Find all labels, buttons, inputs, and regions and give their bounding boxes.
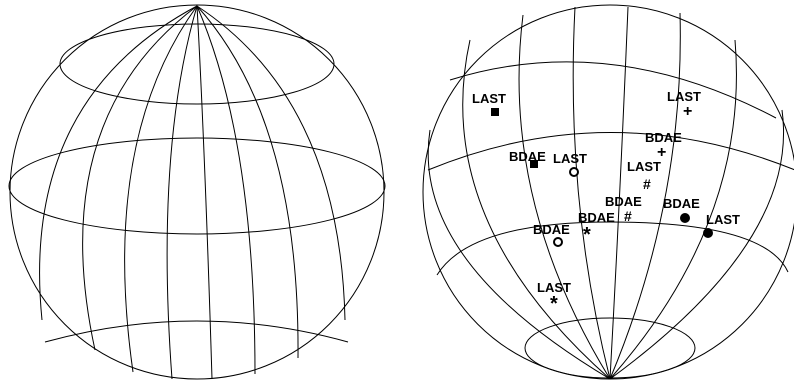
right-meridian — [609, 39, 737, 380]
left-latitude-line — [44, 320, 349, 343]
marker-label: BDAE — [645, 130, 682, 145]
marker-square-filled — [530, 160, 538, 168]
marker-label: LAST — [706, 212, 740, 227]
right-meridian — [609, 12, 681, 380]
right-sphere-markers: LAST + LAST + BDAE BDAE LAST # LAST # BD… — [472, 89, 740, 315]
marker-label: LAST — [472, 91, 506, 106]
left-meridian — [124, 5, 198, 373]
right-meridian — [609, 109, 784, 380]
right-meridian — [462, 39, 611, 380]
marker-label: LAST — [537, 280, 571, 295]
marker-circle-filled — [703, 228, 713, 238]
marker-label: LAST — [627, 159, 661, 174]
marker-label: BDAE — [533, 222, 570, 237]
marker-circle-open — [569, 167, 579, 177]
marker-label: LAST — [553, 151, 587, 166]
right-latitude-line — [427, 132, 794, 171]
marker-label: BDAE — [509, 149, 546, 164]
right-meridian — [427, 129, 611, 380]
right-meridian — [518, 14, 611, 380]
marker-circle-open — [553, 237, 563, 247]
left-meridian — [196, 5, 346, 321]
right-sphere — [422, 4, 794, 380]
left-meridian — [82, 5, 198, 351]
left-latitude-line — [59, 23, 335, 105]
marker-asterisk: * — [550, 293, 558, 315]
marker-label: BDAE — [578, 210, 615, 225]
marker-label: BDAE — [663, 196, 700, 211]
right-sphere-outline — [422, 4, 794, 380]
left-meridian — [166, 5, 198, 380]
left-meridian — [196, 5, 299, 359]
right-meridian — [572, 6, 611, 380]
marker-circle-filled — [680, 213, 690, 223]
left-meridian — [39, 5, 198, 321]
marker-label: LAST — [667, 89, 701, 104]
right-latitude-line — [524, 317, 696, 379]
marker-hash: # — [624, 208, 632, 224]
right-meridian — [609, 6, 629, 380]
left-meridian — [196, 5, 213, 380]
right-latitude-line — [436, 221, 789, 276]
left-sphere — [8, 4, 386, 380]
marker-plus: + — [657, 144, 666, 161]
marker-square-filled — [491, 108, 499, 116]
left-latitude-line — [8, 137, 386, 235]
marker-hash: # — [643, 176, 651, 192]
marker-asterisk: * — [583, 224, 591, 246]
left-meridian — [196, 5, 256, 375]
right-latitude-line — [449, 61, 777, 119]
marker-plus: + — [683, 103, 692, 120]
marker-label: BDAE — [605, 194, 642, 209]
